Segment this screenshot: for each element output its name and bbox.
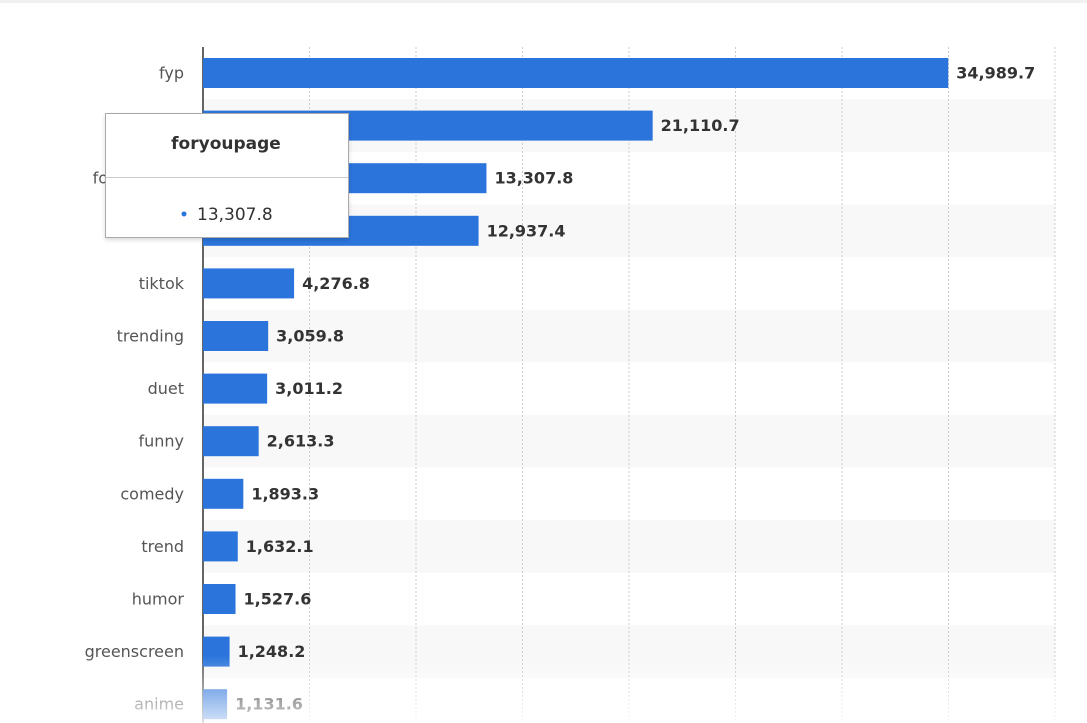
fade-overlay (0, 655, 1087, 723)
y-tick-label: comedy (120, 484, 184, 503)
y-tick-label: trending (117, 327, 184, 346)
y-tick-label: fyp (159, 64, 184, 83)
data-label: 1,527.6 (244, 590, 312, 609)
data-label: 3,011.2 (275, 379, 343, 398)
data-label: 34,989.7 (956, 64, 1035, 83)
data-label: 2,613.3 (267, 432, 335, 451)
data-label: 12,937.4 (487, 221, 566, 240)
data-label: 3,059.8 (276, 327, 344, 346)
bar (203, 478, 244, 509)
bar (203, 321, 269, 351)
tooltip-title: foryoupage (171, 134, 281, 154)
top-border (0, 0, 1087, 3)
tooltip-dot (181, 211, 187, 217)
tooltip: foryoupage 13,307.8 (105, 113, 349, 238)
bar (203, 268, 295, 299)
data-label: 21,110.7 (661, 116, 740, 135)
y-tick-label: humor (132, 590, 185, 609)
y-tick-label: funny (138, 432, 184, 451)
data-label: 1,632.1 (246, 537, 314, 556)
bar (203, 531, 238, 562)
data-label: 4,276.8 (302, 274, 370, 293)
y-tick-label: duet (148, 379, 184, 398)
bar (203, 373, 268, 404)
tooltip-value: 13,307.8 (197, 205, 273, 225)
bar (203, 426, 259, 457)
bar (203, 584, 236, 614)
data-label: 13,307.8 (494, 169, 573, 188)
data-label: 1,893.3 (251, 484, 319, 503)
bar (203, 58, 949, 88)
y-tick-label: tiktok (139, 274, 185, 293)
tooltip-box (105, 113, 349, 238)
y-tick-label: trend (141, 537, 184, 556)
